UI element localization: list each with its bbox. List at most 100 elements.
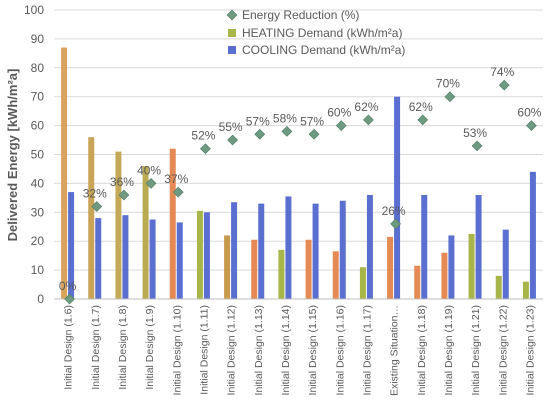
reduction-data-label: 36% xyxy=(110,175,134,189)
heating-bar xyxy=(468,233,475,299)
legend-label: HEATING Demand (kWh/m²a) xyxy=(242,26,402,40)
heating-bar xyxy=(278,249,285,299)
x-tick-label: Initial Design (1.18) xyxy=(416,305,428,395)
heating-bar xyxy=(88,137,95,299)
x-tick-label: Initial Design (1.21) xyxy=(470,305,482,395)
reduction-marker xyxy=(417,114,429,126)
reduction-marker xyxy=(363,114,374,126)
x-tick-label: Initial Design (1.15) xyxy=(307,305,319,395)
cooling-bar xyxy=(421,194,428,299)
reduction-data-label: 60% xyxy=(517,106,541,120)
x-tick-label: Existing Situation… xyxy=(389,305,401,396)
x-tick-label: Initial Design (1.17) xyxy=(361,305,373,395)
grid-lines xyxy=(54,9,543,271)
reduction-data-label: 58% xyxy=(273,111,297,125)
cooling-bar xyxy=(394,96,401,299)
y-tick-label: 50 xyxy=(31,148,45,162)
y-tick-label: 100 xyxy=(24,3,44,17)
reduction-data-label: 40% xyxy=(137,163,161,177)
heating-bar xyxy=(196,210,203,299)
reduction-marker xyxy=(254,128,266,140)
y-tick-label: 60 xyxy=(31,119,45,133)
heating-bar xyxy=(495,275,502,299)
heating-bar xyxy=(522,281,529,299)
heating-bar xyxy=(441,252,448,299)
reduction-marker xyxy=(281,126,293,137)
heating-bar xyxy=(169,148,176,299)
cooling-bar xyxy=(339,200,346,299)
x-tick-labels: Initial Design (1.6) Initial Design (1.7)… xyxy=(63,305,537,396)
reduction-marker xyxy=(308,128,320,140)
reduction-marker xyxy=(390,218,401,230)
reduction-data-label: 53% xyxy=(463,126,487,140)
y-tick-label: 70 xyxy=(31,90,45,104)
legend: Energy Reduction (%) HEATING Demand (kWh/… xyxy=(226,8,405,57)
bar-series xyxy=(61,47,536,299)
reduction-data-label: 57% xyxy=(246,114,270,128)
cooling-bar xyxy=(366,194,373,299)
reduction-data-label: 57% xyxy=(300,114,324,128)
y-axis-label: Delivered Energy [kWh/m²a] xyxy=(5,69,20,242)
x-tick-label: Initial Design (1.14) xyxy=(280,305,292,395)
reduction-marker xyxy=(172,186,184,198)
y-tick-label: 0 xyxy=(37,292,44,306)
y-tick-label: 80 xyxy=(31,61,45,75)
y-tick-labels: 0 10 20 30 40 50 60 70 80 90 100 xyxy=(24,3,44,306)
x-tick-label: Initial Design (1.11) xyxy=(198,305,210,395)
legend-swatch-heating xyxy=(228,29,236,37)
reduction-data-label: 74% xyxy=(490,65,514,79)
x-tick-label: Initial Design (1.8) xyxy=(117,305,129,390)
cooling-bar xyxy=(122,215,129,299)
legend-marker-reduction xyxy=(226,9,238,21)
reduction-marker xyxy=(145,178,157,189)
heating-bar xyxy=(387,236,394,299)
reduction-marker xyxy=(335,120,347,131)
reduction-marker xyxy=(118,189,130,201)
cooling-bar xyxy=(258,203,265,299)
reduction-data-label: 55% xyxy=(219,120,243,134)
cooling-bar xyxy=(448,235,455,299)
cooling-bar xyxy=(95,218,102,299)
x-tick-label: Initial Design (1.12) xyxy=(226,305,238,395)
cooling-bar xyxy=(475,194,482,299)
reduction-data-label: 62% xyxy=(354,100,378,114)
reduction-marker xyxy=(91,201,103,212)
reduction-marker xyxy=(526,120,537,131)
reduction-data-label: 62% xyxy=(409,100,433,114)
heating-bar xyxy=(224,235,231,299)
legend-label: Energy Reduction (%) xyxy=(242,8,359,22)
reduction-data-label: 60% xyxy=(327,106,351,120)
x-tick-label: Initial Design (1.22) xyxy=(497,305,509,395)
legend-label: COOLING Demand (kWh/m²a) xyxy=(242,43,405,57)
cooling-bar xyxy=(285,196,292,299)
heating-bar xyxy=(115,151,122,299)
reduction-data-label: 32% xyxy=(83,187,107,201)
x-tick-label: Initial Design (1.13) xyxy=(253,305,265,395)
y-tick-label: 10 xyxy=(31,263,45,277)
x-tick-label: Initial Design (1.6) xyxy=(63,305,75,390)
heating-bar xyxy=(414,265,421,299)
heating-bar xyxy=(359,267,366,299)
x-tick-label: Initial Design (1.23) xyxy=(524,305,536,395)
x-tick-label: Initial Design (1.19) xyxy=(443,305,455,395)
cooling-bar xyxy=(176,222,183,299)
legend-swatch-cooling xyxy=(228,46,236,54)
reduction-marker xyxy=(200,143,211,155)
reduction-data-label: 26% xyxy=(382,204,406,218)
x-tick-label: Initial Design (1.16) xyxy=(334,305,346,395)
y-tick-label: 20 xyxy=(31,234,45,248)
reduction-data-label: 70% xyxy=(436,77,460,91)
cooling-bar xyxy=(502,229,509,299)
cooling-bar xyxy=(149,219,156,299)
reduction-marker xyxy=(64,293,75,305)
cooling-bar xyxy=(203,212,210,299)
cooling-bar xyxy=(231,202,238,299)
y-tick-label: 40 xyxy=(31,176,45,190)
cooling-bar xyxy=(312,203,319,299)
y-tick-label: 30 xyxy=(31,205,45,219)
x-tick-label: Initial Design (1.7) xyxy=(90,305,102,390)
reduction-data-label: 37% xyxy=(164,172,188,186)
heating-bar xyxy=(142,166,149,299)
